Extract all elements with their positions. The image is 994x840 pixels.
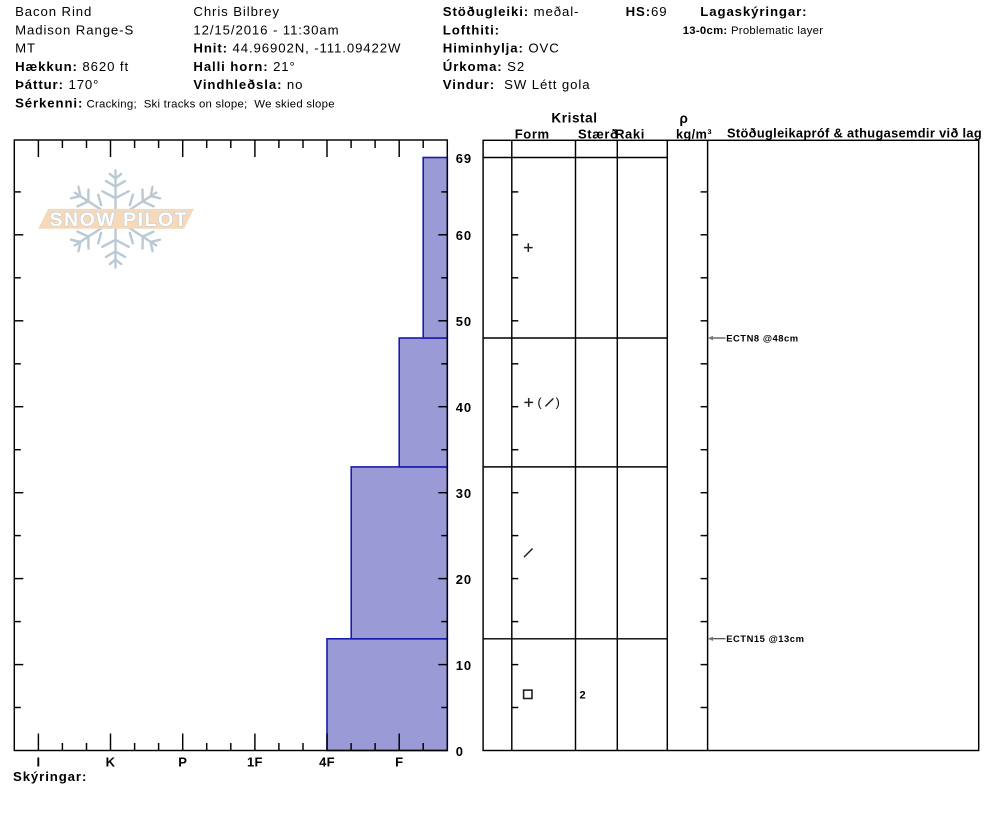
svg-text:20: 20	[456, 572, 472, 587]
svg-text:30: 30	[456, 486, 472, 501]
svg-text:): )	[556, 396, 560, 410]
svg-text:Cracking; Ski tracks on slope: Cracking; Ski tracks on slope; We skied …	[87, 99, 335, 111]
svg-text:Raki: Raki	[615, 126, 645, 141]
svg-text:13-0cm: Problematic layer: 13-0cm: Problematic layer	[683, 25, 824, 37]
svg-text:Stöðugleiki: meðal-: Stöðugleiki: meðal-	[443, 4, 580, 19]
svg-text:Chris Bilbrey: Chris Bilbrey	[193, 4, 279, 19]
svg-text:2: 2	[580, 689, 586, 701]
svg-text:Sérkenni:: Sérkenni:	[15, 96, 83, 111]
svg-text:Madison Range-S: Madison Range-S	[15, 22, 134, 37]
svg-text:(: (	[538, 396, 543, 410]
svg-text:ρ: ρ	[680, 111, 689, 126]
svg-text:Úrkoma: S2: Úrkoma: S2	[443, 59, 525, 74]
svg-text:Stöðugleikapróf & athugasemdir: Stöðugleikapróf & athugasemdir við lag	[727, 125, 982, 140]
svg-text:I: I	[36, 755, 40, 770]
svg-text:0: 0	[456, 744, 464, 759]
svg-text:12/15/2016 - 11:30am: 12/15/2016 - 11:30am	[193, 22, 339, 37]
svg-text:Skýringar:: Skýringar:	[13, 769, 87, 784]
svg-text:F: F	[395, 755, 403, 770]
svg-text:Þáttur: 170°: Þáttur: 170°	[15, 77, 99, 92]
svg-text:Hnit: 44.96902N, -111.09422W: Hnit: 44.96902N, -111.09422W	[193, 41, 401, 56]
svg-text:Vindhleðsla: no: Vindhleðsla: no	[193, 77, 303, 92]
svg-text:4F: 4F	[319, 755, 335, 770]
svg-text:Halli horn: 21°: Halli horn: 21°	[193, 59, 295, 74]
svg-text:Form: Form	[515, 126, 550, 141]
svg-text:1F: 1F	[247, 755, 263, 770]
svg-text:60: 60	[456, 228, 472, 243]
svg-text:ECTN15 @13cm: ECTN15 @13cm	[726, 633, 804, 644]
svg-text:Kristal: Kristal	[551, 111, 597, 126]
svg-text:Lagaskýringar:: Lagaskýringar:	[700, 4, 807, 19]
svg-text:HS:69: HS:69	[626, 4, 668, 19]
svg-text:K: K	[106, 755, 116, 770]
svg-text:Himinhylja: OVC: Himinhylja: OVC	[443, 41, 560, 56]
svg-text:SNOW PILOT: SNOW PILOT	[50, 209, 189, 231]
svg-text:50: 50	[456, 314, 472, 329]
svg-text:P: P	[178, 755, 187, 770]
svg-text:Bacon Rind: Bacon Rind	[15, 4, 92, 19]
svg-text:Lofthiti:: Lofthiti:	[443, 22, 500, 37]
svg-text:10: 10	[456, 658, 472, 673]
svg-text:69: 69	[456, 151, 472, 166]
svg-text:Vindur: SW Létt gola: Vindur: SW Létt gola	[443, 77, 591, 92]
svg-text:Hækkun: 8620 ft: Hækkun: 8620 ft	[15, 59, 129, 74]
svg-text:40: 40	[456, 400, 472, 415]
svg-text:ECTN8 @48cm: ECTN8 @48cm	[726, 332, 799, 343]
svg-text:MT: MT	[15, 41, 36, 56]
svg-text:Stærð: Stærð	[578, 126, 619, 141]
svg-text:kg/m³: kg/m³	[676, 127, 712, 141]
